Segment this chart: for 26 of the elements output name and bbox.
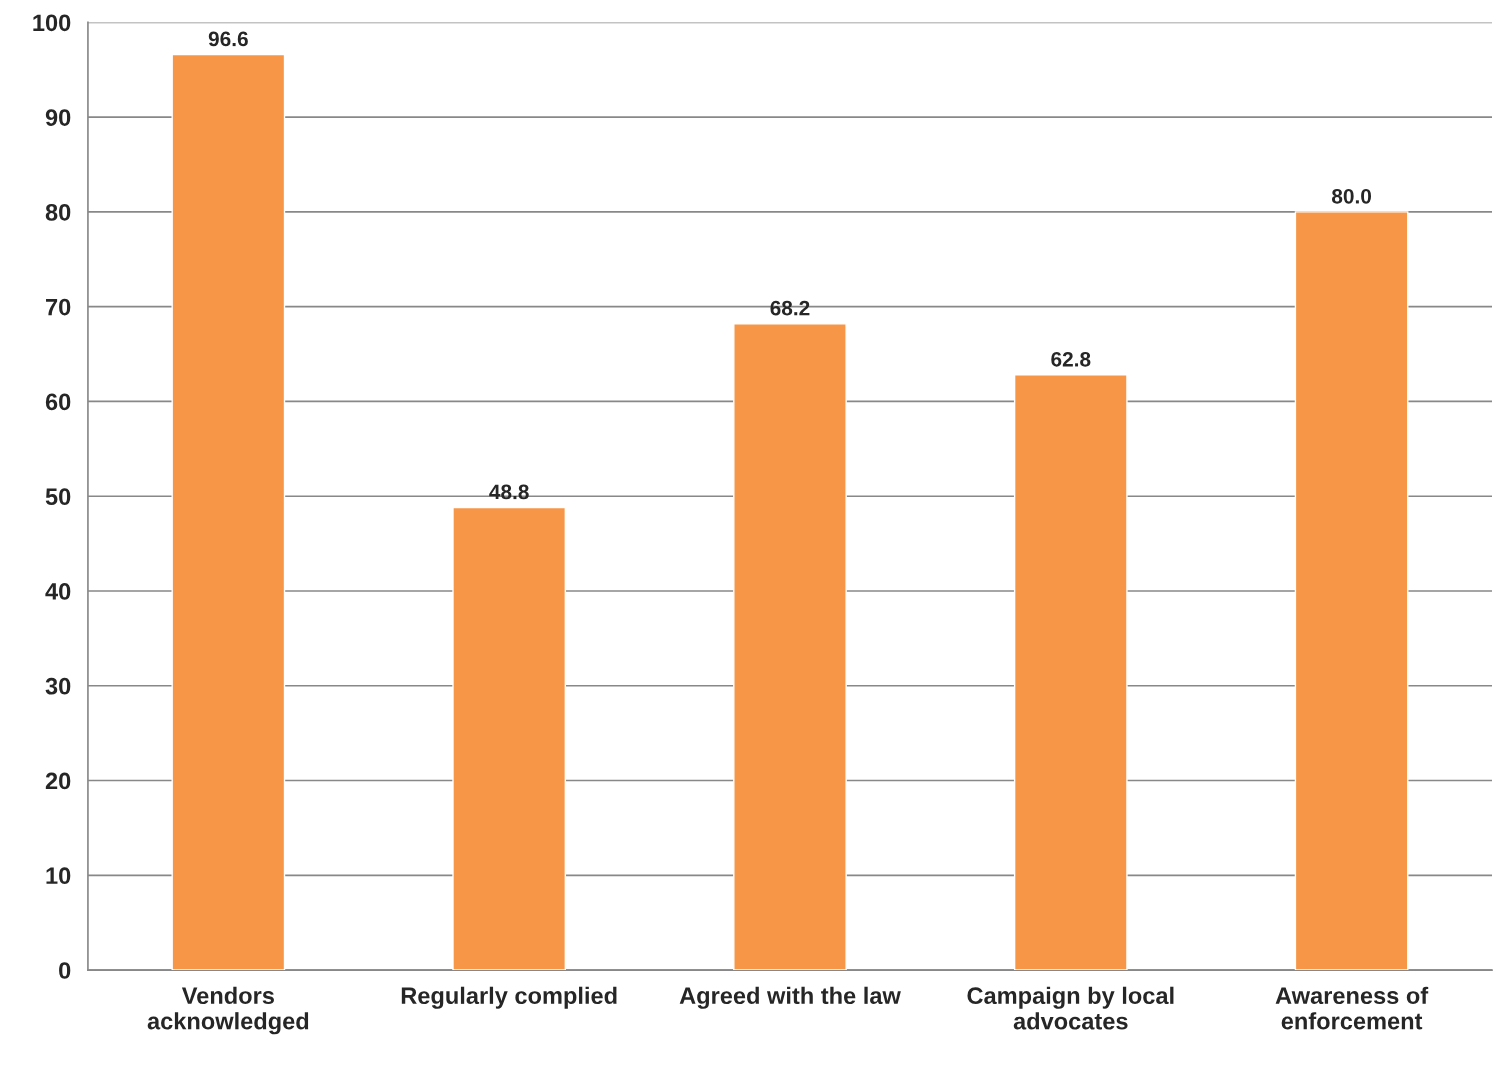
y-tick-label: 20 [45,772,71,790]
bar [171,53,286,971]
data-label: 68.2 [770,300,810,316]
x-tick-label: Campaign by local advocates [967,986,1174,1030]
y-tick-label: 10 [46,867,71,885]
y-tick-label: 90 [45,109,71,126]
x-tick-label: Agreed with the law [679,986,901,1009]
x-tick-label: Vendors acknowledged [147,986,309,1035]
y-tick-label: 40 [45,583,71,600]
y-tick-label: 0 [59,962,71,979]
y-tick-label: 80 [45,203,71,221]
bar [1294,211,1409,971]
y-tick-label: 30 [45,677,71,695]
x-tick-label: Regularly complied [401,986,617,1009]
bar [733,323,847,971]
x-tick-label: Awareness of enforcement [1275,986,1429,1030]
y-tick-label: 50 [45,488,71,506]
data-label: 80.0 [1331,188,1372,204]
data-label: 62.8 [1051,351,1091,367]
data-label: 96.6 [208,31,248,47]
y-tick-label: 70 [46,298,71,316]
y-tick-label: 100 [33,14,71,32]
data-label: 48.8 [489,484,529,500]
y-tick-label: 60 [45,393,71,411]
bar [452,506,567,971]
bar [1013,374,1128,971]
